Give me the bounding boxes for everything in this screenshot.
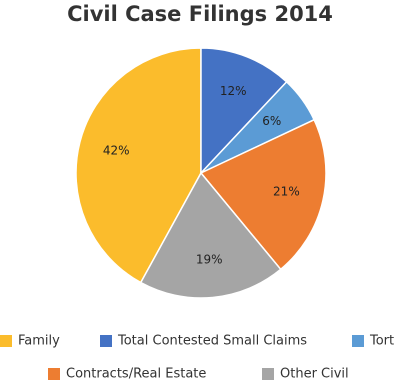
legend-label: Total Contested Small Claims: [117, 334, 307, 349]
pie-slice: [199, 118, 327, 271]
data-label: 12%: [220, 84, 247, 98]
legend-swatch: [48, 368, 60, 380]
data-label: 21%: [273, 185, 300, 199]
chart-title: Civil Case Filings 2014: [67, 2, 333, 26]
legend-label: Tort: [369, 334, 394, 349]
legend-label: Family: [18, 334, 60, 349]
pie-slice: [200, 47, 288, 175]
legend-label: Other Civil: [280, 367, 349, 382]
data-label: 42%: [103, 144, 130, 158]
legend-swatch: [352, 335, 364, 347]
legend-swatch: [262, 368, 274, 380]
data-label: 19%: [196, 253, 223, 267]
legend-label: Contracts/Real Estate: [66, 367, 206, 382]
legend-swatch: [0, 335, 12, 347]
pie-slice: [75, 47, 202, 284]
legend-swatch: [100, 335, 112, 347]
pie-slice: [139, 171, 282, 299]
data-label: 6%: [262, 114, 281, 128]
